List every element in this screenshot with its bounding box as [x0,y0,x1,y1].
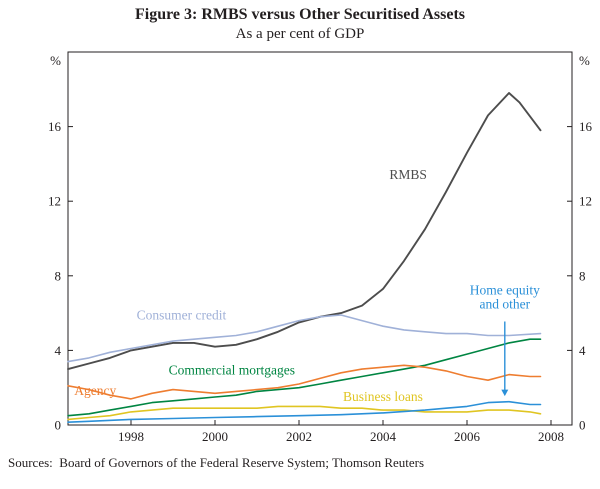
y-tick-label-right: 4 [579,343,586,358]
series-label-rmbs: RMBS [389,167,427,182]
y-tick-label-right: 8 [579,268,586,283]
series-line-business-loans [67,405,542,421]
y-tick-label-left: 4 [55,343,62,358]
x-tick-label: 2006 [454,429,481,444]
x-tick-label: 1998 [118,429,144,444]
annotation-arrowhead-icon [501,389,509,397]
y-tick-label-left: 12 [48,194,61,209]
figure-subtitle: As a per cent of GDP [235,26,365,42]
series-line-rmbs [67,92,542,371]
plot-frame [67,51,573,426]
y-tick-label-left: 8 [55,268,62,283]
y-tick-label-left: 0 [55,418,62,433]
series-line-home-equity-and-other [67,400,542,424]
series-label-commercial-mortgages: Commercial mortgages [169,363,295,378]
x-tick-label: 2008 [538,429,564,444]
y-axis-unit-right: % [579,53,590,68]
series-label-agency: Agency [74,383,116,398]
sources-note: Sources: Board of Governors of the Feder… [8,455,425,470]
series-label-consumer-credit: Consumer credit [137,308,227,323]
y-tick-label-right: 16 [579,119,593,134]
figure-title: Figure 3: RMBS versus Other Securitised … [134,6,466,23]
x-tick-label: 2000 [202,429,228,444]
series-label-business-loans: Business loans [343,389,423,404]
x-tick-label: 2002 [286,429,312,444]
series-line-commercial-mortgages [67,338,542,417]
y-axis-unit-left: % [50,53,61,68]
chart-area: 0 0 4 4 8 8 12 12 16 16%% 1998 2000 2002 2004 2006 2008… [0,44,600,452]
line-chart: 0 0 4 4 8 8 12 12 16 16% % 1998 2000 2002 2004 2006 2008… [48,51,593,444]
series-line-agency [67,364,542,400]
y-tick-label-left: 16 [48,119,62,134]
y-tick-label-right: 0 [579,418,586,433]
x-tick-label: 2004 [370,429,397,444]
y-tick-label-right: 12 [579,194,592,209]
series-line-consumer-credit [67,314,542,363]
series-label-home-equity: Home equity and other [470,282,540,311]
